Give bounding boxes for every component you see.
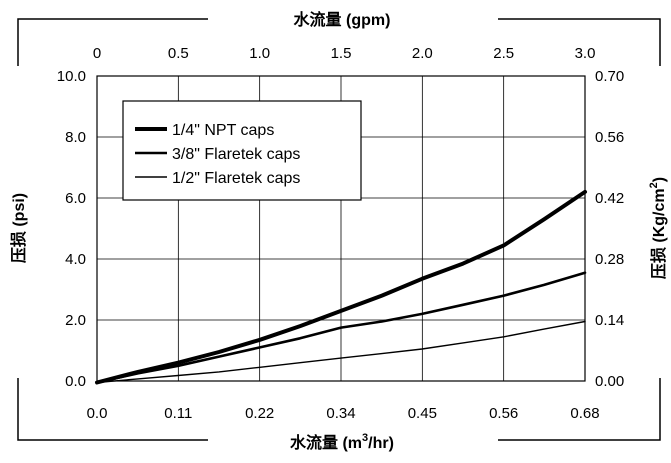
x-top-tick-label: 3.0 [575,45,596,62]
x-axis-top-title: 水流量 (gpm) [294,10,391,29]
legend-label-npt: 1/4" NPT caps [172,122,274,139]
y-left-tick-label: 10.0 [57,68,86,85]
legend-box [122,100,362,201]
x-top-tick-label: 1.5 [331,45,352,62]
y-left-tick-label: 2.0 [65,312,86,329]
series-line-1 [95,271,587,384]
frame-top-right [498,18,661,66]
y-axis-right-ticks: 0.00 0.14 0.28 0.42 0.56 0.70 [595,68,624,390]
y-left-tick-label: 6.0 [65,190,86,207]
x-top-tick-label: 2.0 [412,45,433,62]
legend-label-flaretek-38: 3/8" Flaretek caps [172,146,300,163]
x-bottom-tick-label: 0.45 [408,405,437,422]
x-top-tick-label: 0 [93,45,101,62]
y-right-tick-label: 0.28 [595,251,624,268]
y-right-tick-label: 0.14 [595,312,624,329]
x-bottom-tick-label: 0.68 [570,405,599,422]
y-left-tick-label: 0.0 [65,373,86,390]
y-left-tick-label: 8.0 [65,129,86,146]
x-bottom-tick-label: 0.22 [245,405,274,422]
y-right-tick-label: 0.70 [595,68,624,85]
x-top-tick-label: 0.5 [168,45,189,62]
frame-bottom-left [17,378,208,441]
plot-area [96,75,586,382]
x-top-tick-label: 1.0 [249,45,270,62]
y-axis-right-title: 压损 (Kg/cm2) [648,177,668,279]
y-right-tick-label: 0.00 [595,373,624,390]
y-axis-left-title: 压损 (psi) [9,193,28,263]
x-bottom-tick-label: 0.0 [87,405,108,422]
x-axis-bottom-ticks: 0.0 0.11 0.22 0.34 0.45 0.56 0.68 [87,405,600,422]
x-axis-bottom-title: 水流量 (m3/hr) [290,432,394,452]
chart-frame [17,18,661,441]
legend: 1/4" NPT caps 3/8" Flaretek caps 1/2" Fl… [122,100,362,201]
y-right-tick-label: 0.42 [595,190,624,207]
series-layer [95,189,587,385]
y-right-tick-label: 0.56 [595,129,624,146]
series-line-2 [96,320,586,384]
x-axis-top-ticks: 0 0.5 1.0 1.5 2.0 2.5 3.0 [93,45,596,62]
x-bottom-tick-label: 0.11 [164,405,192,422]
y-left-tick-label: 4.0 [65,251,86,268]
series-line-0 [95,189,587,385]
y-axis-left-ticks: 0.0 2.0 4.0 6.0 8.0 10.0 [57,68,86,390]
x-top-tick-label: 2.5 [493,45,514,62]
frame-bottom-right [498,378,661,441]
x-bottom-tick-label: 0.34 [326,405,355,422]
frame-top-left [17,18,208,66]
legend-label-flaretek-12: 1/2" Flaretek caps [172,170,300,187]
x-bottom-tick-label: 0.56 [489,405,518,422]
